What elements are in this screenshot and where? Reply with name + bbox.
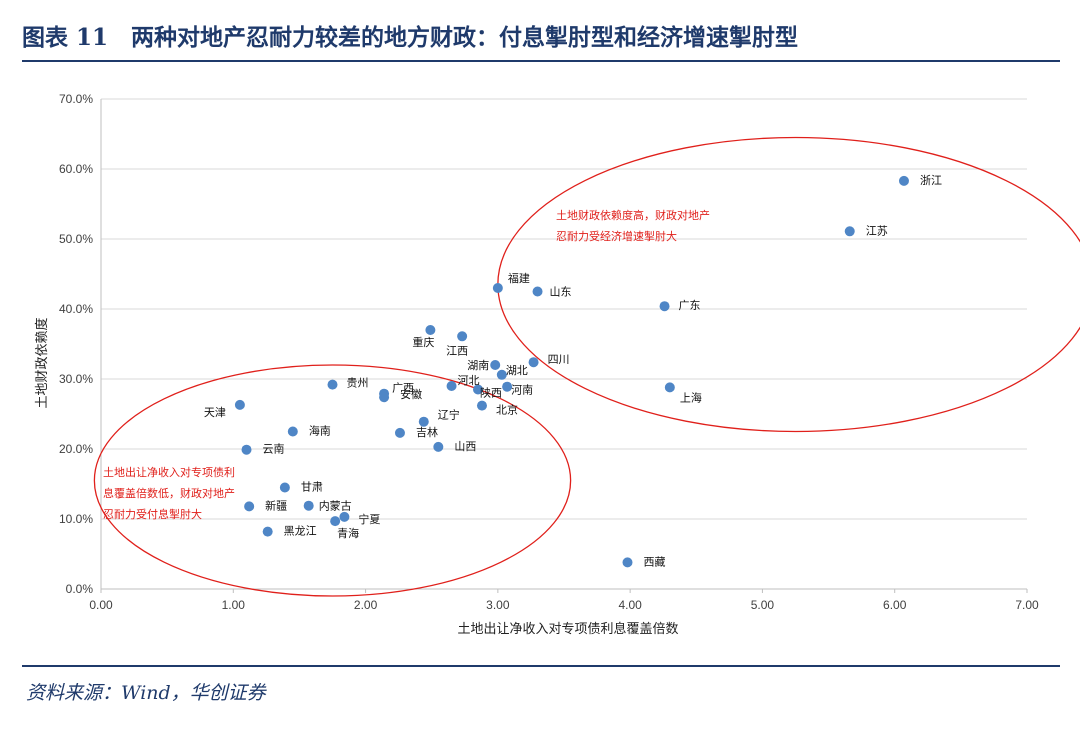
annotation-text: 土地财政依赖度高，财政对地产	[556, 208, 710, 222]
point-label: 江苏	[866, 224, 888, 237]
data-point	[234, 399, 245, 410]
data-point	[490, 360, 501, 370]
point-label: 北京	[496, 403, 518, 417]
data-point	[330, 516, 341, 527]
point-label: 上海	[680, 390, 702, 404]
data-points	[234, 175, 909, 568]
footer-rule	[22, 665, 1060, 667]
point-label: 宁夏	[358, 512, 380, 526]
point-label: 黑龙江	[284, 525, 317, 538]
point-label: 云南	[263, 443, 285, 456]
y-tick-label: 20.0%	[59, 442, 93, 456]
point-label: 江西	[446, 344, 468, 357]
data-point	[457, 331, 468, 342]
point-label: 山东	[550, 286, 572, 299]
data-point	[287, 426, 298, 437]
data-point	[528, 357, 539, 368]
data-point	[622, 557, 633, 568]
data-point	[659, 301, 670, 312]
annotation-text: 忍耐力受付息掣肘大	[103, 507, 202, 521]
point-label: 湖北	[506, 364, 528, 377]
point-label: 广东	[679, 299, 701, 312]
y-tick-label: 60.0%	[59, 162, 93, 176]
data-point	[844, 226, 855, 237]
data-point	[379, 392, 390, 403]
data-point	[241, 444, 252, 455]
data-point	[473, 384, 484, 395]
x-tick-label: 1.00	[222, 598, 246, 612]
y-tick-label: 10.0%	[59, 512, 93, 526]
annotation-text: 息覆盖倍数低，财政对地产	[103, 486, 235, 500]
data-point	[492, 283, 503, 293]
point-label: 福建	[508, 271, 530, 285]
axes: 0.0% 10.0% 20.0% 30.0% 40.0% 50.0% 60.0% 70.0% 0…	[59, 92, 1039, 612]
point-label: 辽宁	[438, 408, 460, 422]
data-point	[664, 382, 675, 393]
scatter-chart: 0.0% 10.0% 20.0% 30.0% 40.0% 50.0% 60.0% 70.0% 0…	[34, 92, 1080, 637]
point-label: 内蒙古	[319, 499, 352, 513]
point-label: 河南	[511, 384, 533, 397]
point-label: 青海	[337, 526, 359, 540]
y-tick-label: 30.0%	[59, 372, 93, 386]
data-point	[446, 381, 457, 391]
data-point	[476, 400, 487, 411]
x-tick-label: 6.00	[883, 598, 907, 612]
y-tick-label: 0.0%	[66, 582, 94, 596]
point-label: 甘肃	[301, 481, 323, 494]
x-tick-label: 2.00	[354, 598, 378, 612]
data-point	[502, 381, 513, 392]
point-label: 陕西	[480, 386, 502, 400]
y-tick-label: 50.0%	[59, 232, 93, 246]
annotation-ellipse	[93, 364, 572, 597]
data-point	[496, 369, 507, 380]
point-label: 山西	[454, 440, 476, 453]
annotation-ellipses	[93, 136, 1080, 597]
data-point	[303, 500, 314, 511]
gridlines	[101, 98, 1027, 520]
data-point	[244, 501, 255, 512]
point-label: 吉林	[416, 425, 438, 439]
point-label: 天津	[204, 406, 226, 419]
annotation-ellipse	[497, 136, 1080, 433]
point-label: 广西	[392, 382, 414, 395]
data-point	[394, 427, 405, 438]
point-label: 西藏	[643, 555, 665, 568]
annotation-text: 忍耐力受经济增速掣肘大	[556, 229, 677, 243]
figure-title: 图表 11 两种对地产忍耐力较差的地方财政：付息掣肘型和经济增速掣肘型	[22, 24, 799, 51]
source-note: 资料来源：Wind，华创证券	[26, 682, 266, 704]
point-label: 新疆	[265, 498, 287, 512]
point-label: 贵州	[347, 377, 369, 390]
x-tick-label: 0.00	[89, 598, 113, 612]
y-tick-label: 70.0%	[59, 92, 93, 106]
annotation-notes: 土地财政依赖度高，财政对地产忍耐力受经济增速掣肘大土地出让净收入对专项债利息覆盖…	[103, 208, 710, 521]
point-label: 重庆	[412, 335, 434, 349]
y-axis-label: 土地财政依赖度	[34, 317, 50, 408]
data-point	[532, 286, 543, 297]
data-point	[898, 175, 909, 186]
data-point	[339, 511, 350, 522]
data-point	[262, 526, 273, 537]
x-tick-label: 7.00	[1015, 598, 1039, 612]
point-label: 浙江	[920, 174, 942, 187]
annotation-text: 土地出让净收入对专项债利	[103, 465, 235, 479]
x-tick-label: 5.00	[751, 598, 775, 612]
data-point	[279, 482, 290, 493]
x-axis-label: 土地出让净收入对专项债利息覆盖倍数	[457, 621, 678, 637]
data-point	[425, 325, 436, 335]
x-tick-label: 3.00	[486, 598, 510, 612]
point-label: 四川	[548, 353, 570, 366]
data-point	[327, 379, 338, 390]
title-rule	[22, 60, 1060, 62]
point-label: 海南	[309, 424, 331, 438]
x-tick-label: 4.00	[618, 598, 642, 612]
point-label: 湖南	[467, 359, 489, 372]
point-label: 河北	[458, 374, 480, 387]
data-point	[433, 441, 444, 452]
y-tick-label: 40.0%	[59, 302, 93, 316]
point-label: 安徽	[400, 387, 422, 401]
data-point	[418, 416, 429, 427]
